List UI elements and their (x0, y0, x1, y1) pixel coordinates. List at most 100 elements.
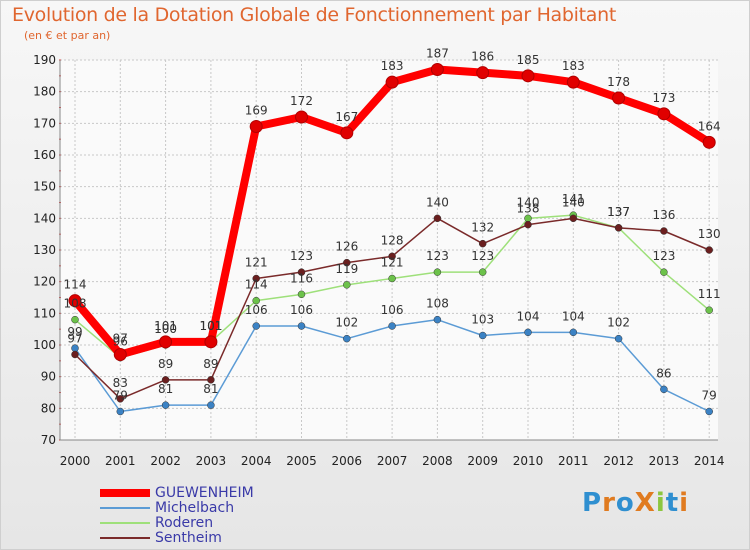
y-tick-label: 80 (41, 401, 56, 415)
data-point-guewenheim (295, 110, 308, 124)
data-point-michelbach (116, 407, 125, 416)
x-tick-label: 2001 (105, 454, 136, 468)
data-point-guewenheim (657, 107, 671, 121)
data-label-roderen: 123 (471, 249, 494, 263)
data-point-roderen (252, 296, 260, 305)
data-point-guewenheim (612, 91, 626, 105)
data-label-sentheim: 126 (335, 240, 358, 254)
legend-swatch (100, 507, 150, 509)
y-tick-label: 100 (33, 338, 56, 352)
data-point-guewenheim (521, 69, 535, 83)
data-point-sentheim (660, 227, 668, 235)
data-label-roderen: 141 (562, 192, 585, 206)
data-point-guewenheim (340, 126, 354, 140)
data-point-guewenheim (68, 294, 82, 308)
data-point-roderen (71, 315, 79, 324)
data-point-sentheim (71, 350, 79, 359)
data-point-michelbach (614, 334, 623, 343)
y-tick-label: 120 (33, 275, 56, 289)
data-label-roderen: 101 (199, 319, 222, 333)
data-point-michelbach (705, 407, 713, 416)
data-label-guewenheim: 187 (426, 47, 449, 61)
y-tick-label: 180 (33, 85, 56, 99)
data-label-roderen: 108 (64, 297, 87, 311)
data-point-michelbach (569, 328, 578, 337)
proxiti-logo: ProXiti (582, 488, 689, 518)
data-point-roderen (660, 268, 668, 276)
data-point-guewenheim (249, 120, 263, 133)
data-label-michelbach: 79 (702, 389, 717, 403)
x-tick-label: 2007 (377, 454, 408, 468)
data-label-michelbach: 103 (471, 313, 494, 327)
logo-letter: X (634, 488, 656, 518)
x-tick-label: 2012 (603, 454, 634, 468)
x-tick-label: 2004 (241, 454, 272, 468)
data-label-sentheim: 130 (698, 227, 721, 241)
data-label-guewenheim: 167 (335, 110, 358, 124)
data-label-roderen: 100 (154, 322, 177, 336)
legend-label: Roderen (155, 515, 214, 531)
data-label-sentheim: 83 (113, 376, 128, 390)
data-label-michelbach: 99 (67, 325, 82, 339)
data-point-michelbach (207, 401, 215, 409)
data-label-roderen: 137 (607, 205, 630, 219)
data-label-sentheim: 138 (517, 202, 540, 216)
data-label-sentheim: 140 (562, 195, 585, 209)
data-point-sentheim (705, 246, 713, 254)
data-point-sentheim (343, 258, 351, 267)
data-label-guewenheim: 114 (64, 278, 87, 292)
data-point-roderen (297, 290, 306, 299)
logo-letter: i (679, 488, 690, 518)
data-label-guewenheim: 97 (113, 332, 128, 346)
data-label-michelbach: 81 (158, 382, 173, 396)
y-tick-label: 70 (41, 433, 56, 447)
x-tick-label: 2002 (150, 454, 181, 468)
data-label-sentheim: 132 (471, 221, 494, 235)
data-point-guewenheim (566, 75, 580, 89)
data-label-sentheim: 89 (158, 357, 173, 371)
data-point-guewenheim (204, 335, 218, 349)
data-point-michelbach (252, 322, 260, 330)
logo-letter: P (582, 488, 603, 518)
legend-label: Michelbach (155, 500, 235, 516)
data-point-roderen (705, 306, 713, 314)
logo-letter: o (615, 488, 635, 518)
data-point-michelbach (388, 322, 396, 330)
data-label-michelbach: 104 (562, 309, 585, 323)
data-label-guewenheim: 173 (652, 91, 675, 105)
y-tick-label: 170 (33, 116, 56, 130)
data-label-michelbach: 81 (203, 382, 218, 396)
data-label-roderen: 140 (517, 195, 540, 209)
data-point-roderen (388, 274, 396, 283)
x-tick-label: 2014 (694, 454, 725, 468)
data-label-roderen: 121 (381, 256, 404, 270)
data-label-sentheim: 97 (67, 332, 82, 346)
data-label-michelbach: 108 (426, 297, 449, 311)
data-point-sentheim (478, 239, 487, 248)
data-label-guewenheim: 172 (290, 94, 313, 108)
x-tick-label: 2005 (286, 454, 317, 468)
data-label-sentheim: 89 (203, 357, 218, 371)
data-point-sentheim (433, 214, 442, 223)
data-label-guewenheim: 186 (471, 50, 494, 64)
data-label-roderen: 119 (335, 262, 358, 276)
logo-letter: i (655, 488, 666, 518)
data-point-roderen (524, 214, 532, 223)
data-point-sentheim (569, 214, 578, 223)
data-label-sentheim: 140 (426, 195, 449, 209)
data-point-sentheim (252, 274, 260, 283)
x-tick-label: 2000 (60, 454, 91, 468)
data-point-michelbach (660, 385, 668, 394)
logo-letter: t (665, 488, 680, 518)
data-point-guewenheim (113, 348, 127, 361)
y-tick-label: 150 (33, 180, 56, 194)
data-label-roderen: 123 (652, 249, 675, 263)
data-label-michelbach: 106 (290, 303, 313, 317)
data-point-guewenheim (702, 135, 716, 149)
data-point-michelbach (433, 315, 442, 324)
data-label-sentheim: 128 (381, 233, 404, 247)
data-point-roderen (343, 281, 351, 289)
y-tick-label: 190 (33, 53, 56, 67)
data-point-roderen (478, 268, 487, 276)
legend-label: Sentheim (155, 530, 222, 546)
